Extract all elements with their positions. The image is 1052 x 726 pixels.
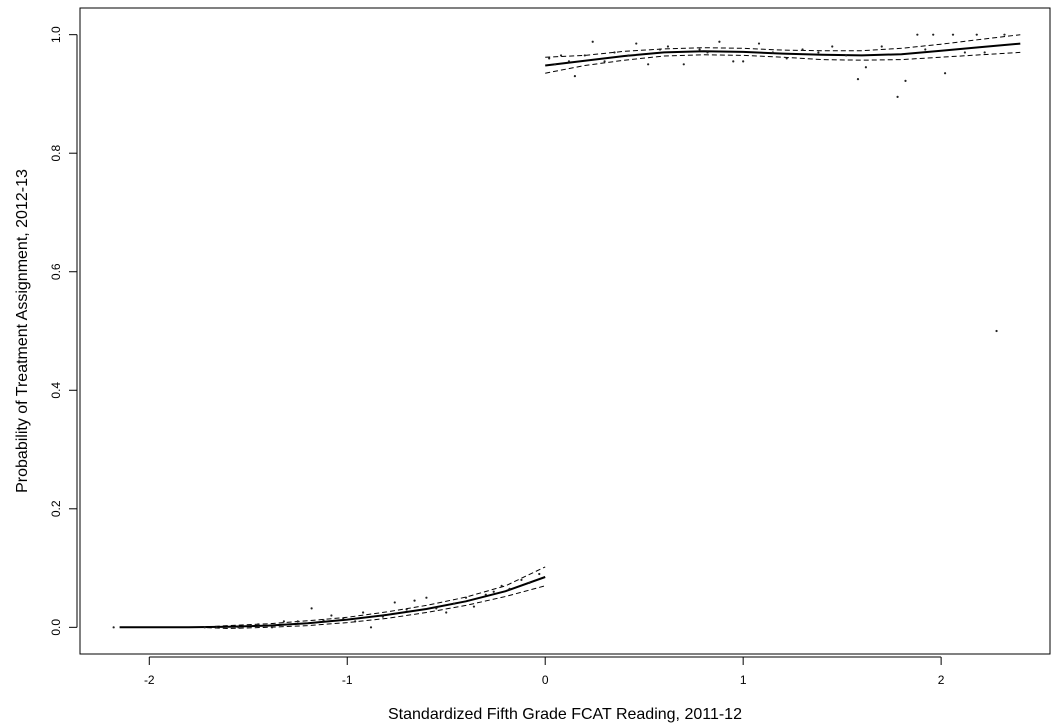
y-tick-label: 0.6: [49, 263, 63, 280]
data-point: [698, 48, 701, 51]
confidence-band-line: [545, 51, 1021, 74]
data-point: [554, 63, 557, 66]
data-point: [500, 584, 503, 587]
data-point: [647, 63, 650, 66]
data-point: [520, 578, 523, 582]
y-tick-label: 0.2: [49, 500, 63, 517]
data-point: [330, 614, 333, 617]
data-point: [445, 611, 448, 614]
data-point: [361, 611, 365, 614]
data-point: [484, 593, 487, 596]
data-point: [718, 40, 721, 43]
data-point: [492, 590, 495, 593]
data-point: [435, 607, 438, 610]
data-point: [215, 626, 218, 629]
data-point: [405, 608, 408, 611]
data-point: [237, 626, 240, 629]
data-point: [393, 601, 396, 604]
data-point: [591, 40, 594, 43]
data-point: [112, 626, 115, 629]
data-point: [864, 66, 867, 69]
x-tick-label: 2: [938, 673, 945, 687]
data-point: [658, 48, 662, 51]
data-point: [559, 54, 563, 57]
data-point: [880, 45, 883, 48]
confidence-band-line: [198, 585, 546, 630]
data-point: [924, 48, 927, 51]
confidence-band-line: [545, 34, 1021, 58]
confidence-band-line: [198, 566, 546, 628]
data-point: [983, 51, 986, 54]
data-point: [508, 587, 511, 590]
data-point: [975, 33, 978, 36]
x-axis: -2 -1 0 1 2: [144, 656, 945, 687]
x-tick-label: 0: [542, 673, 549, 687]
y-tick-label: 0.4: [49, 382, 63, 399]
data-point: [732, 60, 735, 63]
data-points: [112, 33, 1006, 629]
fitted-line: [119, 576, 546, 629]
data-point: [943, 72, 947, 75]
data-point: [425, 596, 428, 599]
x-tick-label: -1: [342, 673, 353, 687]
data-point: [453, 602, 456, 605]
data-point: [528, 581, 531, 584]
data-point: [1003, 33, 1006, 36]
data-point: [801, 48, 804, 51]
data-point: [296, 620, 299, 623]
data-point: [203, 626, 206, 629]
data-point: [613, 51, 616, 54]
data-point: [995, 329, 998, 333]
data-point: [603, 60, 606, 63]
data-point: [757, 42, 761, 45]
data-point: [472, 605, 476, 608]
y-axis: 0.0 0.2 0.4 0.6 0.8 1.0: [49, 26, 78, 636]
data-point: [583, 54, 586, 57]
x-tick-label: 1: [740, 673, 747, 687]
x-axis-title: Standardized Fifth Grade FCAT Reading, 2…: [388, 706, 742, 723]
data-point: [369, 626, 373, 629]
data-point: [567, 60, 571, 63]
data-point: [342, 617, 345, 620]
fitted-lines: [119, 34, 1021, 630]
data-point: [856, 78, 860, 81]
y-tick-label: 0.0: [49, 619, 63, 636]
y-tick-label: 0.8: [49, 145, 63, 162]
data-point: [771, 51, 774, 54]
data-point: [706, 51, 709, 54]
data-point: [831, 45, 834, 48]
data-point: [548, 57, 551, 60]
data-point: [951, 33, 955, 36]
data-point: [270, 626, 274, 629]
data-point: [257, 623, 260, 626]
data-point: [785, 57, 788, 60]
data-point: [381, 615, 384, 618]
data-point: [322, 619, 325, 622]
fitted-line: [545, 42, 1021, 67]
data-point: [413, 599, 416, 602]
data-point: [666, 45, 670, 48]
data-point: [896, 95, 899, 98]
data-point: [282, 620, 285, 623]
data-point: [963, 51, 966, 54]
data-point: [310, 607, 313, 610]
data-point: [932, 33, 935, 36]
data-point: [354, 620, 357, 623]
data-point: [573, 75, 576, 78]
data-point: [845, 54, 848, 57]
data-point: [916, 33, 919, 36]
data-point: [538, 572, 541, 576]
y-axis-title: Probability of Treatment Assignment, 201…: [14, 169, 31, 493]
y-tick-label: 1.0: [49, 26, 63, 43]
data-point: [904, 79, 907, 82]
data-point: [627, 54, 630, 57]
plot-frame: [79, 7, 1051, 655]
data-point: [682, 63, 685, 66]
data-point: [635, 42, 638, 45]
data-point: [464, 596, 468, 599]
data-point: [817, 51, 820, 54]
data-point: [742, 60, 745, 63]
x-tick-label: -2: [144, 673, 155, 687]
